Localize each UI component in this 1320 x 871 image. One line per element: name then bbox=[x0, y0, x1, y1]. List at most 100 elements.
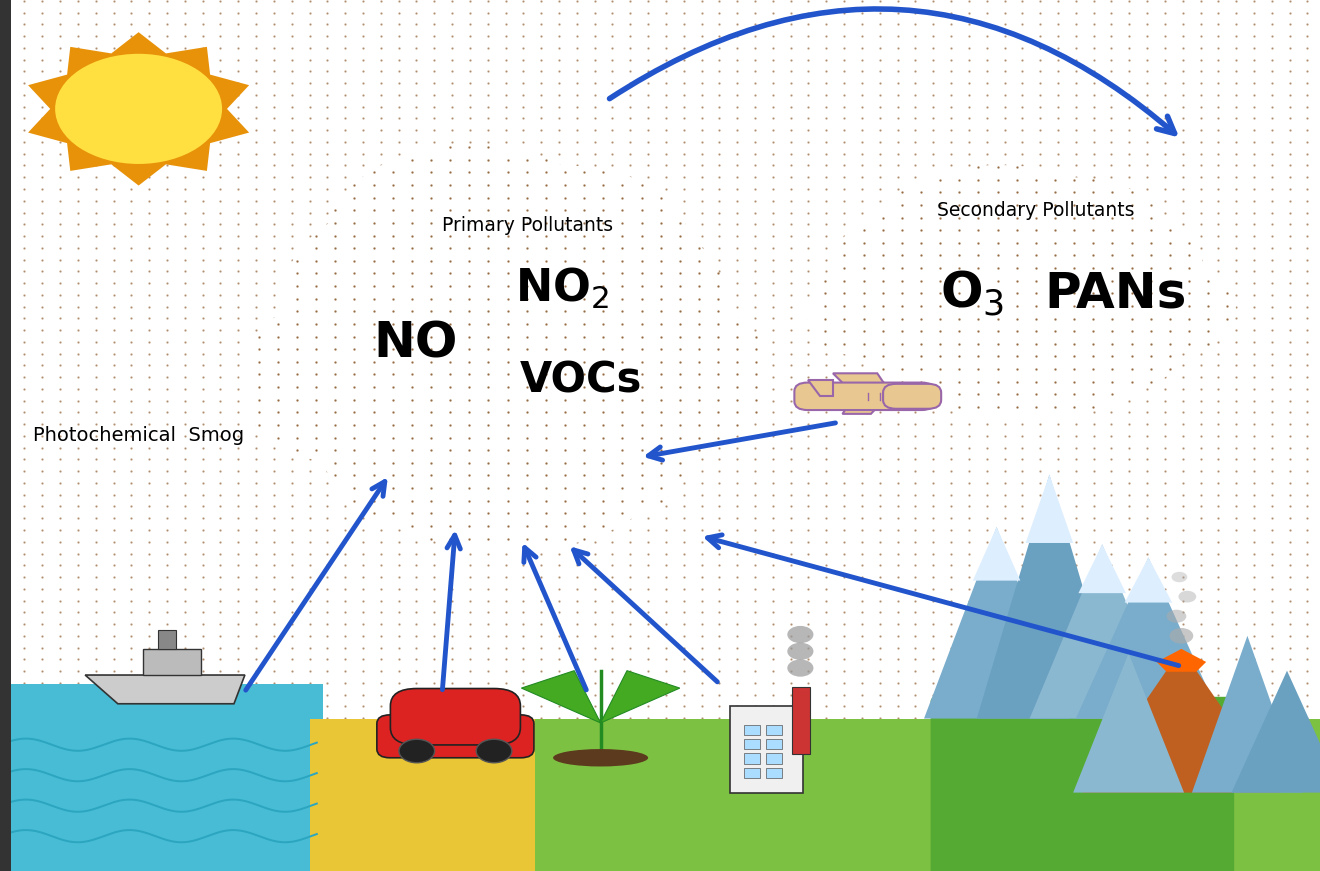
Point bbox=[286, 405, 308, 419]
Point bbox=[583, 852, 605, 866]
Point bbox=[191, 793, 213, 807]
Point bbox=[459, 735, 480, 749]
Point bbox=[174, 617, 195, 631]
Point bbox=[797, 841, 818, 854]
Polygon shape bbox=[521, 671, 601, 723]
Point bbox=[516, 481, 537, 495]
Point bbox=[139, 182, 160, 196]
Point bbox=[401, 241, 422, 255]
Point bbox=[459, 758, 480, 773]
Point bbox=[1030, 347, 1051, 361]
Point bbox=[49, 558, 70, 572]
Point bbox=[975, 829, 998, 843]
Point bbox=[566, 394, 587, 408]
Point bbox=[512, 500, 533, 514]
Point bbox=[726, 464, 747, 478]
Point bbox=[263, 276, 285, 290]
Point bbox=[975, 6, 998, 20]
Point bbox=[498, 253, 519, 267]
Point bbox=[692, 0, 713, 8]
Point bbox=[814, 287, 836, 300]
Point bbox=[689, 304, 710, 318]
Point bbox=[1011, 735, 1032, 749]
Point bbox=[536, 430, 557, 444]
Point bbox=[512, 711, 533, 725]
Point bbox=[0, 206, 17, 219]
Point bbox=[174, 111, 195, 125]
Point bbox=[1064, 349, 1085, 363]
Point bbox=[1261, 300, 1282, 314]
Point bbox=[334, 664, 355, 678]
Point bbox=[904, 547, 925, 561]
Point bbox=[424, 476, 445, 490]
Point bbox=[958, 582, 979, 596]
Point bbox=[744, 535, 766, 549]
Point bbox=[975, 64, 998, 78]
Point bbox=[191, 841, 213, 854]
Point bbox=[762, 429, 783, 442]
Point bbox=[602, 770, 623, 784]
Point bbox=[583, 523, 605, 537]
Point bbox=[873, 362, 894, 376]
Point bbox=[1225, 111, 1246, 125]
Point bbox=[120, 77, 141, 91]
Point bbox=[797, 735, 818, 749]
Point bbox=[263, 29, 285, 43]
Point bbox=[891, 337, 912, 351]
Point bbox=[887, 558, 908, 572]
Point bbox=[1189, 182, 1210, 196]
Point bbox=[334, 359, 355, 373]
Point bbox=[227, 805, 248, 819]
Point bbox=[869, 500, 890, 514]
Point bbox=[1225, 335, 1246, 349]
Point bbox=[477, 523, 498, 537]
Point bbox=[708, 329, 729, 343]
Point bbox=[498, 469, 519, 483]
Point bbox=[49, 688, 70, 702]
Point bbox=[120, 29, 141, 43]
Point bbox=[994, 29, 1015, 43]
Point bbox=[531, 406, 552, 420]
Point bbox=[1261, 312, 1282, 326]
Point bbox=[797, 547, 818, 561]
Point bbox=[1154, 100, 1175, 114]
Point bbox=[1101, 841, 1122, 854]
Point bbox=[958, 535, 979, 549]
Point bbox=[405, 441, 426, 455]
Point bbox=[32, 406, 53, 420]
Point bbox=[574, 292, 595, 306]
Point bbox=[1064, 273, 1085, 287]
Point bbox=[495, 159, 516, 172]
Point bbox=[834, 571, 855, 584]
Point bbox=[1044, 375, 1065, 388]
Point bbox=[583, 41, 605, 55]
Point bbox=[1296, 381, 1317, 395]
Point bbox=[1030, 735, 1051, 749]
Point bbox=[317, 676, 338, 690]
Point bbox=[1119, 511, 1140, 525]
Point bbox=[246, 641, 267, 655]
Point bbox=[1065, 64, 1086, 78]
Point bbox=[246, 558, 267, 572]
Point bbox=[512, 17, 533, 31]
Point bbox=[210, 476, 231, 490]
Point bbox=[1119, 276, 1140, 290]
Point bbox=[744, 688, 766, 702]
Point bbox=[401, 191, 422, 205]
Point bbox=[325, 418, 346, 432]
Point bbox=[975, 300, 998, 314]
Point bbox=[495, 582, 516, 596]
Point bbox=[692, 417, 713, 431]
Point bbox=[317, 758, 338, 773]
Point bbox=[602, 652, 623, 666]
Point bbox=[1082, 111, 1104, 125]
Point bbox=[498, 329, 519, 343]
Point bbox=[1137, 381, 1158, 395]
Point bbox=[692, 782, 713, 796]
Point bbox=[620, 547, 642, 561]
Point bbox=[709, 206, 730, 219]
Point bbox=[531, 676, 552, 690]
Point bbox=[1261, 793, 1282, 807]
Point bbox=[975, 29, 998, 43]
Point bbox=[869, 312, 890, 326]
